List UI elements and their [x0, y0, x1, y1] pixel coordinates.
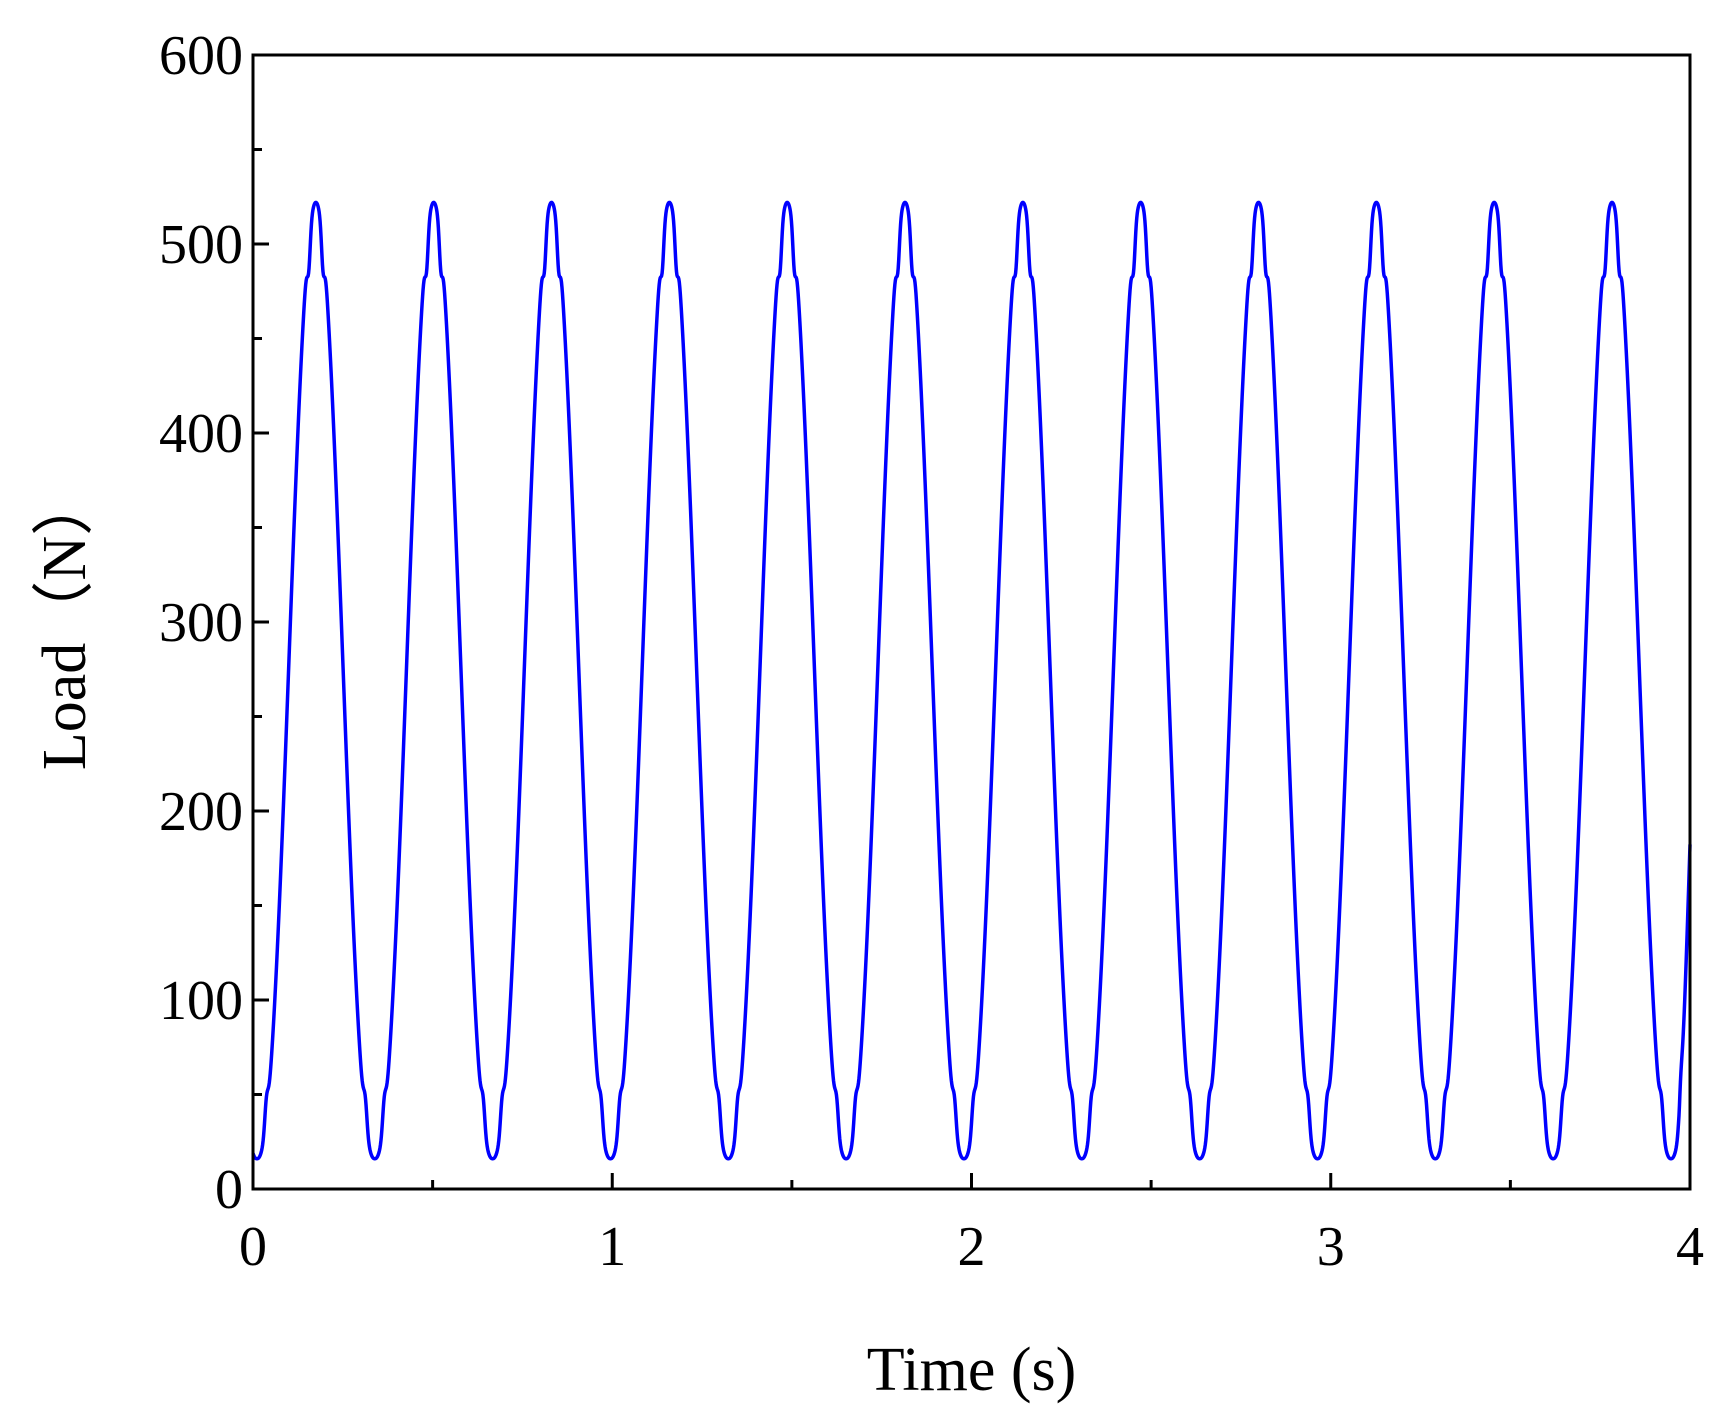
y-axis-title: Load（N） [31, 474, 99, 770]
y-tick-label: 500 [159, 214, 243, 276]
y-tick-label: 100 [159, 970, 243, 1032]
y-tick-label: 200 [159, 781, 243, 843]
y-tick-label: 600 [159, 25, 243, 87]
y-major-ticks [253, 53, 269, 1191]
x-tick-label: 2 [958, 1216, 986, 1278]
y-tick-label: 0 [215, 1159, 243, 1221]
plot-frame [251, 53, 1692, 1191]
x-axis-title: Time (s) [867, 1336, 1077, 1404]
y-tick-label: 400 [159, 403, 243, 465]
y-tick-label: 300 [159, 592, 243, 654]
x-tick-label: 3 [1317, 1216, 1345, 1278]
load-series-line [251, 200, 1692, 1161]
x-major-ticks [251, 1173, 1692, 1189]
x-tick-label: 0 [239, 1216, 267, 1278]
x-tick-labels: 0 1 2 3 4 [239, 1216, 1704, 1278]
x-tick-label: 4 [1676, 1216, 1704, 1278]
y-tick-labels: 0 100 200 300 400 500 600 [159, 25, 243, 1221]
x-tick-label: 1 [598, 1216, 626, 1278]
